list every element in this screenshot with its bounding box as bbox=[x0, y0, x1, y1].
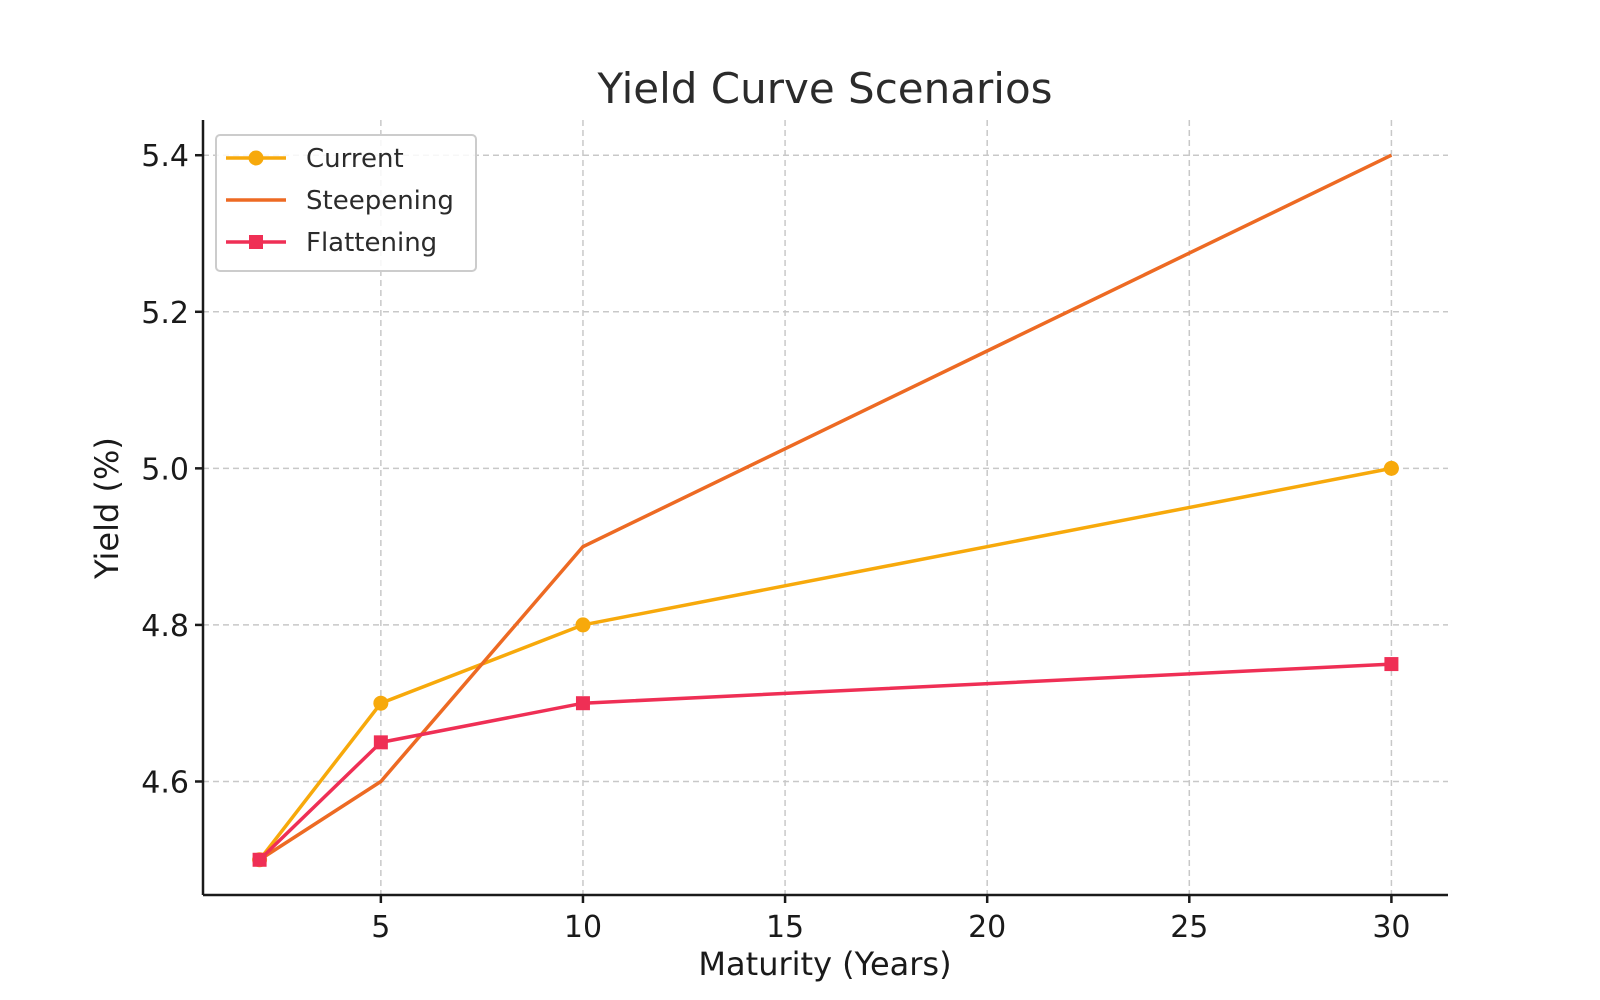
chart-title: Yield Curve Scenarios bbox=[596, 64, 1052, 113]
legend-marker-current bbox=[248, 150, 264, 166]
data-point-flattening bbox=[1384, 657, 1399, 672]
series-line-steepening bbox=[258, 153, 1393, 862]
grid-layer bbox=[203, 120, 1448, 895]
x-tick-label: 20 bbox=[968, 910, 1006, 945]
series-line-current bbox=[258, 466, 1392, 861]
y-tick-label: 4.6 bbox=[141, 765, 189, 800]
data-point-current bbox=[373, 695, 389, 711]
legend-box bbox=[215, 134, 477, 272]
legend-label-flattening: Flattening bbox=[306, 228, 437, 258]
data-point-flattening bbox=[252, 852, 267, 867]
x-axis-label: Maturity (Years) bbox=[698, 945, 951, 983]
axes-layer: 5 10 15 20 25 30 4.6 4.8 5.0 5.2 5.4 bbox=[141, 120, 1448, 945]
legend-label-steepening: Steepening bbox=[306, 186, 454, 216]
legend: Current Steepening Flattening bbox=[215, 134, 477, 272]
data-point-flattening bbox=[373, 735, 388, 750]
series-layer bbox=[252, 153, 1399, 868]
y-tick-label: 5.2 bbox=[141, 296, 189, 331]
legend-marker-flattening bbox=[249, 235, 263, 249]
series-line-flattening bbox=[258, 662, 1392, 862]
x-tick-label: 25 bbox=[1170, 910, 1208, 945]
data-point-flattening bbox=[575, 696, 590, 711]
x-tick-label: 10 bbox=[564, 910, 602, 945]
data-point-current bbox=[575, 617, 591, 633]
x-tick-label: 15 bbox=[766, 910, 804, 945]
y-axis-label: Yield (%) bbox=[88, 437, 126, 580]
y-tick-label: 5.4 bbox=[141, 139, 189, 174]
x-tick-label: 30 bbox=[1372, 910, 1410, 945]
x-tick-label: 5 bbox=[371, 910, 390, 945]
y-tick-label: 5.0 bbox=[141, 452, 189, 487]
legend-label-current: Current bbox=[306, 144, 404, 174]
y-tick-label: 4.8 bbox=[141, 609, 189, 644]
data-point-current bbox=[1383, 460, 1399, 476]
